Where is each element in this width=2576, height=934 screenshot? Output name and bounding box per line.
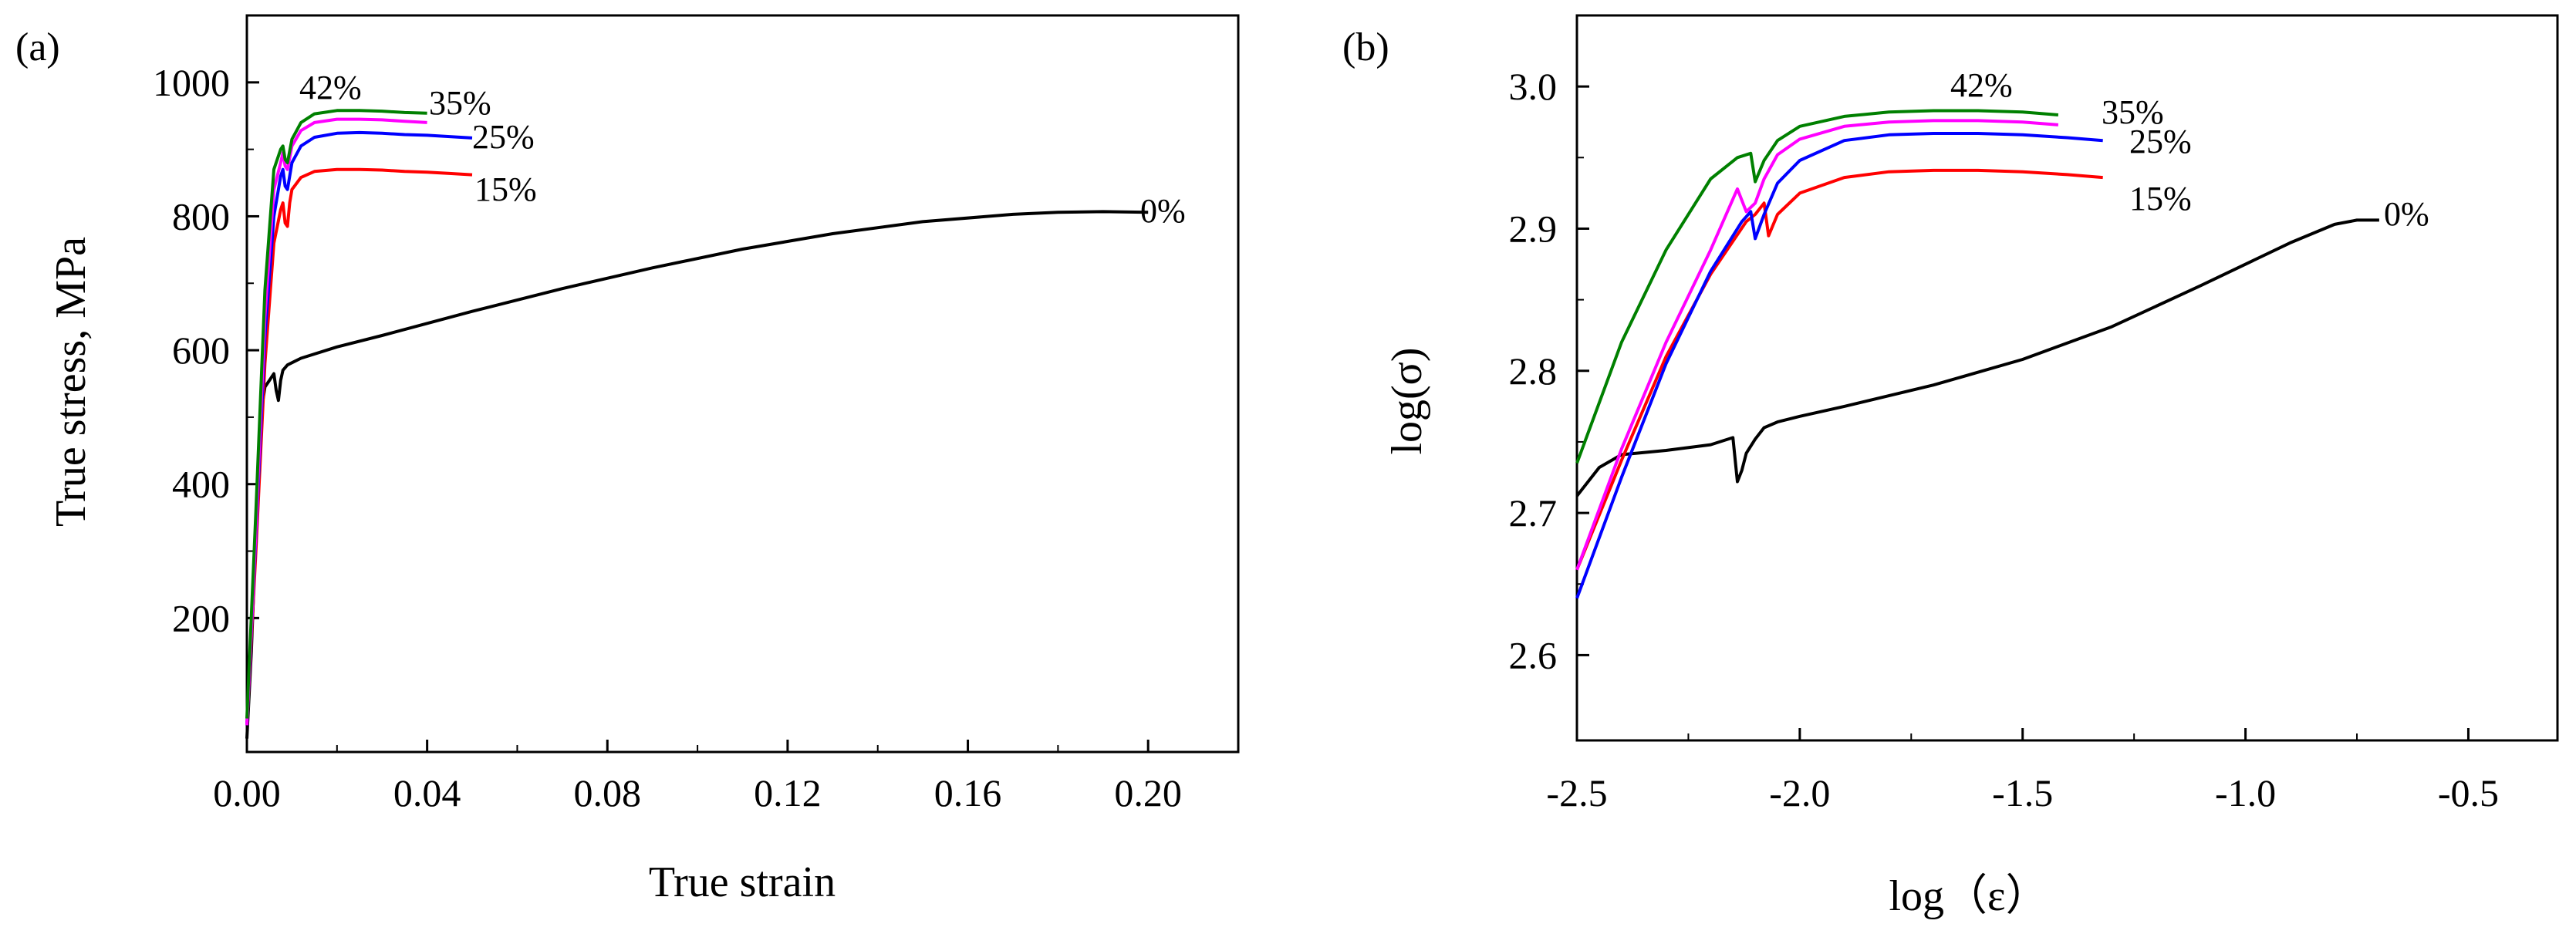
y-tick-label: 1000 bbox=[153, 61, 230, 104]
y-tick-label: 2.7 bbox=[1509, 491, 1558, 534]
curve-label-0pct: 0% bbox=[1140, 192, 1186, 230]
chart-panel-a: 0.00 0.04 0.08 0.12 0.16 0.20 200 400 600 800 1000… bbox=[15, 14, 1240, 906]
x-tick-label: 0.20 bbox=[1114, 771, 1182, 814]
curve-label-35pct: 35% bbox=[429, 84, 491, 122]
x-tick-label: 0.00 bbox=[213, 771, 281, 814]
y-tick-label: 400 bbox=[172, 463, 230, 506]
x-tick-label: 0.08 bbox=[574, 771, 642, 814]
y-tick-label: 2.8 bbox=[1509, 349, 1558, 393]
series-line-15pct bbox=[245, 167, 473, 726]
series-line-25pct bbox=[1575, 132, 2103, 599]
x-axis-label: True strain bbox=[649, 858, 836, 906]
x-tick-label: -2.0 bbox=[1769, 771, 1830, 814]
curve-label-42pct: 42% bbox=[1950, 66, 2013, 104]
y-axis-label: log(σ) bbox=[1383, 347, 1431, 454]
x-tick-label: -1.5 bbox=[1992, 771, 2053, 814]
panel-title: (a) bbox=[15, 25, 60, 69]
y-tick-label: 2.9 bbox=[1509, 207, 1558, 250]
series-line-35pct bbox=[245, 117, 427, 726]
series-line-25pct bbox=[245, 130, 473, 726]
curve-label-42pct: 42% bbox=[299, 69, 362, 106]
curve-label-25pct: 25% bbox=[472, 118, 535, 156]
series-line-42pct bbox=[245, 109, 427, 719]
curve-label-15pct: 15% bbox=[2129, 180, 2192, 217]
x-tick-label: -0.5 bbox=[2438, 771, 2499, 814]
y-tick-label: 800 bbox=[172, 194, 230, 238]
y-tick-label: 2.6 bbox=[1509, 633, 1558, 676]
y-tick-label: 200 bbox=[172, 596, 230, 639]
curve-label-35pct: 35% bbox=[2102, 93, 2164, 131]
x-tick-label: -2.5 bbox=[1546, 771, 1607, 814]
x-axis-label: log（ε） bbox=[1889, 872, 2048, 920]
y-tick-label: 3.0 bbox=[1509, 65, 1558, 108]
y-axis-label: True stress, MPa bbox=[47, 237, 95, 527]
curve-label-25pct: 25% bbox=[2129, 123, 2192, 160]
series-line-35pct bbox=[1575, 119, 2059, 571]
x-tick-label: 0.04 bbox=[393, 771, 461, 814]
panel-title: (b) bbox=[1342, 25, 1389, 69]
series-line-0pct bbox=[245, 210, 1149, 739]
x-tick-label: 0.12 bbox=[754, 771, 822, 814]
curve-label-0pct: 0% bbox=[2384, 195, 2429, 233]
plot-frame bbox=[245, 14, 1240, 754]
curve-label-15pct: 15% bbox=[474, 170, 537, 208]
plot-frame bbox=[1575, 14, 2559, 742]
x-tick-label: -1.0 bbox=[2215, 771, 2276, 814]
x-tick-label: 0.16 bbox=[934, 771, 1002, 814]
series-line-42pct bbox=[1575, 109, 2059, 464]
series-line-0pct bbox=[1575, 218, 2379, 497]
y-tick-label: 600 bbox=[172, 329, 230, 372]
chart-panel-b: -2.5 -2.0 -1.5 -1.0 -0.5 2.6 2.7 2.8 2.9 3.0 42% 35… bbox=[1342, 14, 2559, 920]
